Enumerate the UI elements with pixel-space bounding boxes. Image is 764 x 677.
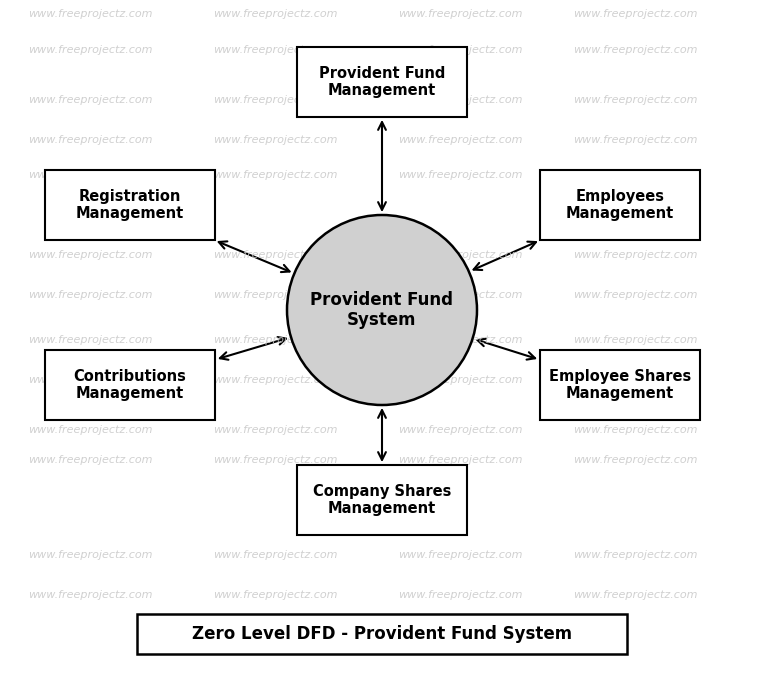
Text: www.freeprojectz.com: www.freeprojectz.com [398, 45, 523, 55]
Text: www.freeprojectz.com: www.freeprojectz.com [398, 250, 523, 260]
Text: www.freeprojectz.com: www.freeprojectz.com [398, 590, 523, 600]
Text: www.freeprojectz.com: www.freeprojectz.com [28, 335, 152, 345]
Text: www.freeprojectz.com: www.freeprojectz.com [212, 9, 337, 19]
Text: www.freeprojectz.com: www.freeprojectz.com [573, 375, 698, 385]
Text: www.freeprojectz.com: www.freeprojectz.com [573, 455, 698, 465]
Text: www.freeprojectz.com: www.freeprojectz.com [398, 335, 523, 345]
Text: www.freeprojectz.com: www.freeprojectz.com [398, 135, 523, 145]
Text: www.freeprojectz.com: www.freeprojectz.com [212, 290, 337, 300]
Text: www.freeprojectz.com: www.freeprojectz.com [398, 455, 523, 465]
Text: www.freeprojectz.com: www.freeprojectz.com [212, 590, 337, 600]
Text: www.freeprojectz.com: www.freeprojectz.com [28, 170, 152, 180]
Text: Registration
Management: Registration Management [76, 189, 184, 221]
Text: www.freeprojectz.com: www.freeprojectz.com [28, 250, 152, 260]
Text: www.freeprojectz.com: www.freeprojectz.com [212, 375, 337, 385]
Text: www.freeprojectz.com: www.freeprojectz.com [398, 290, 523, 300]
Text: www.freeprojectz.com: www.freeprojectz.com [212, 550, 337, 560]
Text: www.freeprojectz.com: www.freeprojectz.com [28, 590, 152, 600]
Text: www.freeprojectz.com: www.freeprojectz.com [573, 170, 698, 180]
Text: Employees
Management: Employees Management [566, 189, 674, 221]
FancyBboxPatch shape [540, 350, 700, 420]
Text: www.freeprojectz.com: www.freeprojectz.com [398, 425, 523, 435]
Text: www.freeprojectz.com: www.freeprojectz.com [28, 455, 152, 465]
Text: www.freeprojectz.com: www.freeprojectz.com [398, 95, 523, 105]
Circle shape [287, 215, 477, 405]
FancyBboxPatch shape [540, 170, 700, 240]
Text: Contributions
Management: Contributions Management [73, 369, 186, 401]
Text: www.freeprojectz.com: www.freeprojectz.com [212, 45, 337, 55]
Text: www.freeprojectz.com: www.freeprojectz.com [28, 425, 152, 435]
Text: www.freeprojectz.com: www.freeprojectz.com [573, 425, 698, 435]
Text: www.freeprojectz.com: www.freeprojectz.com [398, 9, 523, 19]
Text: www.freeprojectz.com: www.freeprojectz.com [573, 135, 698, 145]
FancyBboxPatch shape [45, 350, 215, 420]
Text: www.freeprojectz.com: www.freeprojectz.com [212, 95, 337, 105]
Text: Zero Level DFD - Provident Fund System: Zero Level DFD - Provident Fund System [192, 625, 572, 643]
FancyBboxPatch shape [297, 47, 467, 117]
Text: www.freeprojectz.com: www.freeprojectz.com [398, 550, 523, 560]
Text: Provident Fund
Management: Provident Fund Management [319, 66, 445, 98]
Text: www.freeprojectz.com: www.freeprojectz.com [212, 135, 337, 145]
Text: Employee Shares
Management: Employee Shares Management [549, 369, 691, 401]
Text: www.freeprojectz.com: www.freeprojectz.com [28, 290, 152, 300]
FancyBboxPatch shape [297, 465, 467, 535]
Text: www.freeprojectz.com: www.freeprojectz.com [28, 45, 152, 55]
Text: www.freeprojectz.com: www.freeprojectz.com [573, 250, 698, 260]
Text: www.freeprojectz.com: www.freeprojectz.com [573, 95, 698, 105]
Text: www.freeprojectz.com: www.freeprojectz.com [573, 335, 698, 345]
Text: www.freeprojectz.com: www.freeprojectz.com [573, 290, 698, 300]
Text: www.freeprojectz.com: www.freeprojectz.com [28, 550, 152, 560]
Text: www.freeprojectz.com: www.freeprojectz.com [212, 170, 337, 180]
Text: www.freeprojectz.com: www.freeprojectz.com [573, 590, 698, 600]
FancyBboxPatch shape [137, 614, 627, 654]
Text: www.freeprojectz.com: www.freeprojectz.com [398, 170, 523, 180]
Text: www.freeprojectz.com: www.freeprojectz.com [573, 9, 698, 19]
Text: www.freeprojectz.com: www.freeprojectz.com [212, 425, 337, 435]
FancyBboxPatch shape [45, 170, 215, 240]
Text: www.freeprojectz.com: www.freeprojectz.com [398, 375, 523, 385]
Text: www.freeprojectz.com: www.freeprojectz.com [573, 550, 698, 560]
Text: www.freeprojectz.com: www.freeprojectz.com [28, 375, 152, 385]
Text: www.freeprojectz.com: www.freeprojectz.com [573, 45, 698, 55]
Text: www.freeprojectz.com: www.freeprojectz.com [212, 455, 337, 465]
Text: www.freeprojectz.com: www.freeprojectz.com [28, 95, 152, 105]
Text: Company Shares
Management: Company Shares Management [312, 484, 452, 516]
Text: www.freeprojectz.com: www.freeprojectz.com [212, 335, 337, 345]
Text: Provident Fund
System: Provident Fund System [310, 290, 454, 330]
Text: www.freeprojectz.com: www.freeprojectz.com [212, 250, 337, 260]
Text: www.freeprojectz.com: www.freeprojectz.com [28, 135, 152, 145]
Text: www.freeprojectz.com: www.freeprojectz.com [28, 9, 152, 19]
